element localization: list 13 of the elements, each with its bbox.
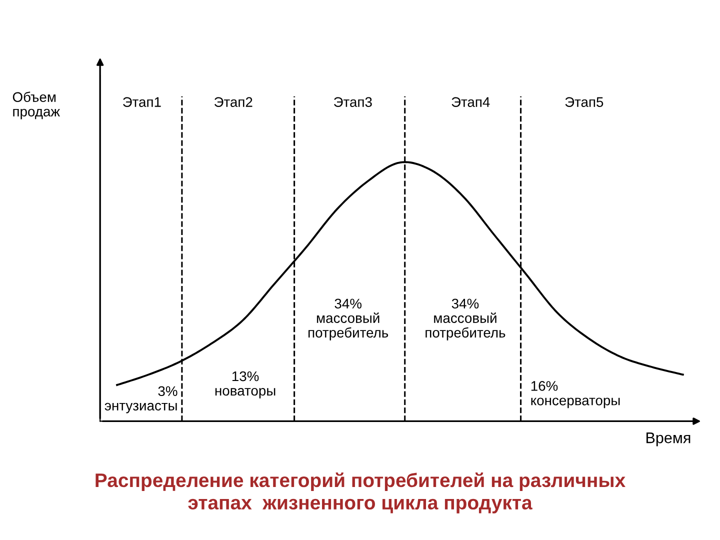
annotation: 34% массовый потребитель: [426, 298, 506, 340]
annotation: 13% новаторы: [215, 371, 276, 398]
x-axis-title: Время: [646, 432, 690, 446]
text: Объем продаж: [12, 92, 60, 120]
text: Этап2: [214, 97, 252, 107]
text: Этап3: [334, 97, 372, 107]
text: Этап4: [452, 97, 490, 107]
annotation: 34% массовый потребитель: [308, 298, 388, 340]
text: Распределение категорий потребителей на различных этапах жизненного цикла продукта: [96, 472, 626, 514]
annotation: 16% консерваторы: [531, 381, 620, 408]
text: Этап5: [565, 97, 604, 107]
annotation: 3% энтузиасты: [104, 386, 178, 414]
text: Этап1: [123, 97, 161, 107]
